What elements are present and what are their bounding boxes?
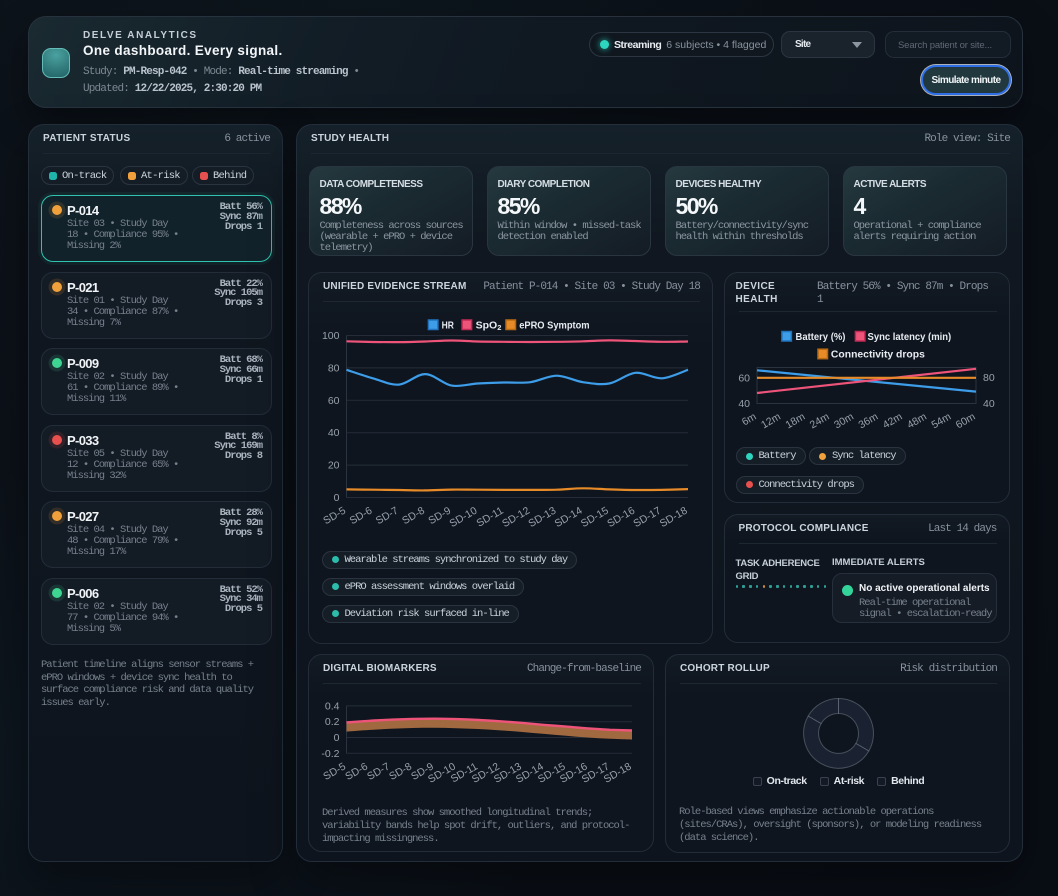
svg-text:40: 40 — [983, 398, 995, 410]
svg-text:100: 100 — [322, 330, 340, 342]
svg-text:36m: 36m — [856, 411, 880, 432]
svg-text:HR: HR — [442, 320, 455, 332]
svg-text:SD-12: SD-12 — [500, 505, 532, 530]
svg-text:ePRO Symptom: ePRO Symptom — [519, 320, 589, 332]
svg-text:18m: 18m — [783, 411, 807, 432]
svg-text:60: 60 — [328, 395, 340, 407]
svg-text:60m: 60m — [953, 411, 977, 432]
svg-text:SD-11: SD-11 — [474, 505, 505, 530]
svg-text:6m: 6m — [739, 411, 758, 429]
svg-text:SD-8: SD-8 — [400, 505, 427, 527]
svg-text:12m: 12m — [759, 411, 783, 432]
svg-text:Battery (%): Battery (%) — [795, 331, 845, 343]
svg-text:54m: 54m — [929, 411, 953, 432]
svg-text:0: 0 — [334, 732, 340, 744]
svg-text:48m: 48m — [905, 411, 929, 432]
svg-text:0.2: 0.2 — [325, 716, 340, 728]
svg-text:Sync latency (min): Sync latency (min) — [867, 331, 951, 343]
svg-text:SD-16: SD-16 — [605, 505, 637, 530]
svg-text:SD-6: SD-6 — [348, 505, 375, 527]
svg-text:80: 80 — [328, 362, 340, 374]
svg-text:-0.2: -0.2 — [321, 747, 339, 759]
svg-text:24m: 24m — [807, 411, 831, 432]
svg-text:SD-17: SD-17 — [631, 505, 663, 530]
svg-text:SD-18: SD-18 — [658, 505, 690, 530]
svg-text:80: 80 — [983, 372, 995, 384]
svg-text:SD-15: SD-15 — [579, 505, 611, 530]
svg-text:30m: 30m — [832, 411, 856, 432]
svg-text:SD-7: SD-7 — [374, 505, 401, 527]
svg-text:SD-10: SD-10 — [448, 505, 480, 530]
svg-text:60: 60 — [738, 373, 750, 385]
svg-text:SD-13: SD-13 — [526, 505, 558, 530]
svg-text:SD-5: SD-5 — [321, 505, 348, 527]
svg-text:SD-14: SD-14 — [553, 505, 585, 530]
svg-text:SpO2: SpO2 — [476, 320, 502, 333]
svg-text:40: 40 — [328, 427, 340, 439]
svg-text:20: 20 — [328, 460, 340, 472]
svg-text:42m: 42m — [880, 411, 904, 432]
svg-text:Connectivity drops: Connectivity drops — [830, 349, 924, 361]
svg-text:0.4: 0.4 — [325, 700, 340, 712]
svg-text:40: 40 — [738, 398, 750, 410]
svg-text:0: 0 — [334, 492, 340, 504]
